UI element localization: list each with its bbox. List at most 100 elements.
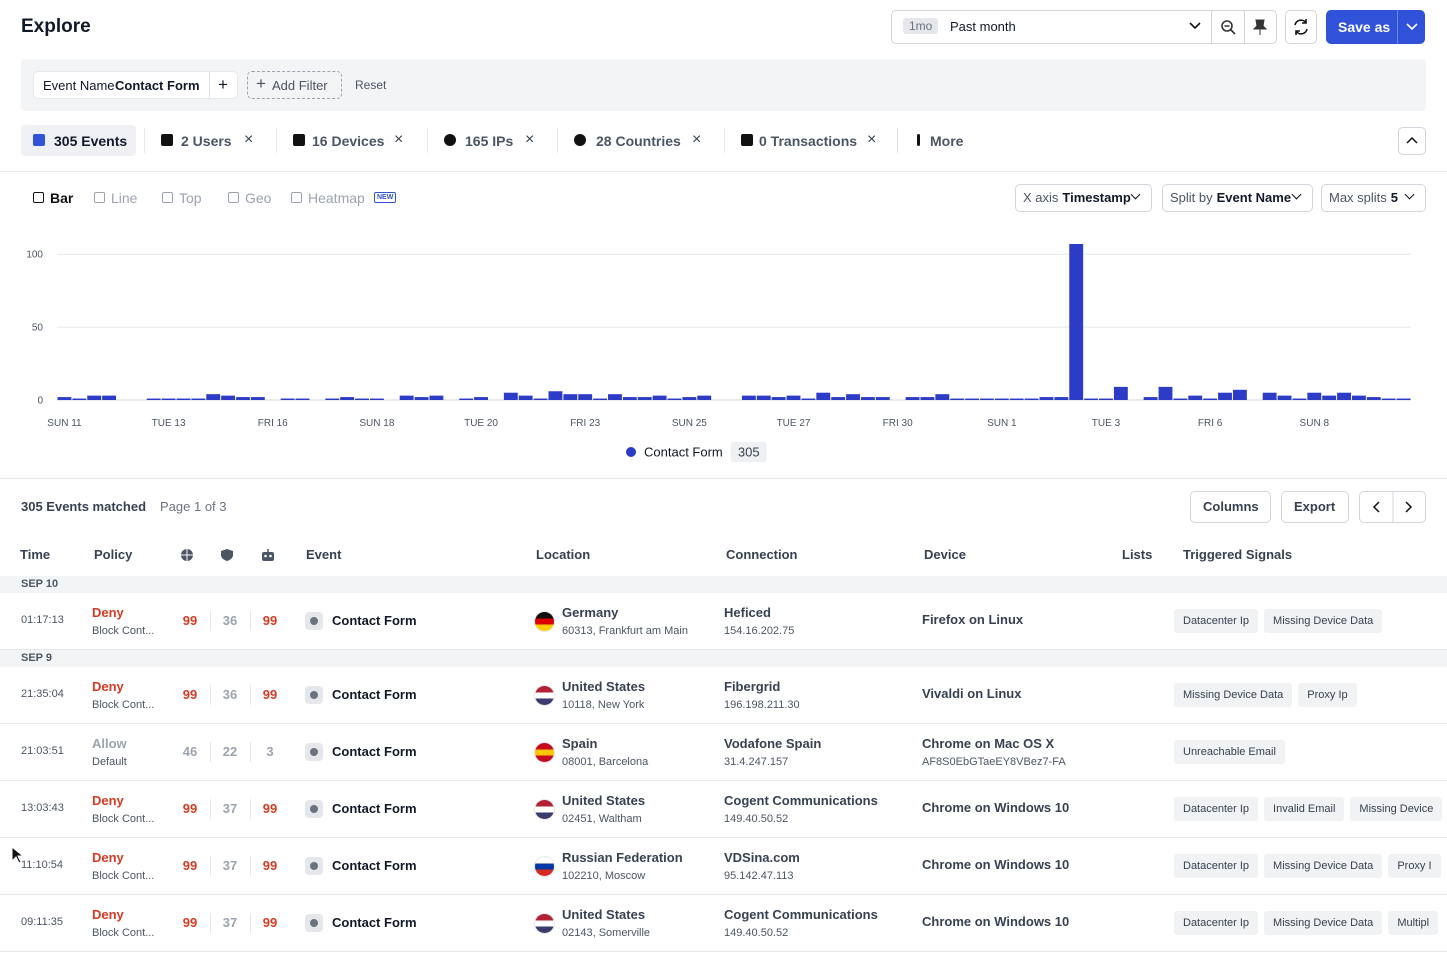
columns-button[interactable] — [1190, 491, 1271, 523]
bar — [786, 395, 801, 400]
bar — [1099, 398, 1113, 400]
tab-label[interactable]: More — [930, 133, 964, 149]
tab-close[interactable]: × — [867, 131, 877, 148]
bar — [935, 394, 950, 400]
bar — [236, 397, 250, 400]
score: 3 — [266, 744, 274, 759]
bar — [578, 394, 593, 400]
bar — [1396, 398, 1411, 400]
column-header: Time — [20, 547, 51, 562]
bar — [1262, 392, 1277, 400]
bar — [548, 391, 563, 400]
tab-label[interactable]: 0 Transactions — [759, 133, 858, 149]
add-value-icon[interactable]: + — [218, 75, 228, 94]
bar — [875, 397, 890, 400]
x-tick-label: SUN 25 — [672, 418, 707, 429]
row[interactable] — [0, 895, 1447, 952]
tab-label[interactable]: 28 Countries — [596, 133, 681, 149]
column-header: Device — [924, 547, 966, 562]
refresh-button[interactable] — [1285, 10, 1317, 44]
plus-icon: + — [256, 74, 266, 93]
control-dropdown[interactable] — [1321, 184, 1426, 212]
tab-close[interactable]: × — [394, 131, 404, 148]
row[interactable] — [0, 838, 1447, 895]
bar — [1039, 397, 1054, 400]
score-divider — [210, 685, 211, 705]
bar — [831, 397, 846, 400]
bar — [1218, 392, 1232, 400]
column-header: Lists — [1122, 547, 1153, 562]
date-group — [0, 650, 1447, 667]
row[interactable] — [0, 724, 1447, 781]
control-label: Split by — [1170, 190, 1213, 205]
mode-icon — [162, 192, 173, 203]
tab-close[interactable]: × — [244, 131, 254, 148]
tab-close[interactable]: × — [525, 131, 535, 148]
new-badge: NEW — [374, 192, 397, 203]
bar — [191, 398, 206, 400]
chevron-icon[interactable] — [1405, 22, 1419, 32]
bar — [1322, 395, 1337, 400]
mode-icon — [94, 192, 105, 203]
x-tick-label: TUE 3 — [1092, 418, 1121, 429]
event-icon-dot — [310, 862, 318, 870]
bar — [295, 398, 310, 400]
time: 11:10:54 — [21, 859, 64, 871]
tab-close[interactable]: × — [692, 131, 702, 148]
save-button[interactable] — [1326, 10, 1425, 44]
pin-icon[interactable] — [1253, 19, 1267, 35]
divider — [1244, 10, 1245, 44]
ip: 149.40.50.52 — [724, 813, 789, 825]
tab-label[interactable]: 2 Users — [181, 133, 232, 149]
connection: Heficed — [724, 605, 771, 620]
flag — [535, 914, 554, 933]
tab-label[interactable]: 16 Devices — [312, 133, 385, 149]
flag — [535, 800, 554, 819]
bar — [1351, 395, 1366, 400]
score: 99 — [262, 687, 278, 702]
time: 13:03:43 — [21, 802, 64, 814]
bar — [102, 395, 117, 400]
pager — [1359, 491, 1426, 523]
mode-label[interactable]: Line — [111, 190, 138, 206]
control-value: Event Name — [1216, 190, 1292, 205]
policy: Allow — [92, 736, 127, 751]
chart: 0 50 100 SUN 11 TUE 13 FRI 16 SUN 18 TUE 20 FRI … — [26, 244, 1411, 462]
row[interactable] — [0, 781, 1447, 838]
row[interactable] — [0, 593, 1447, 650]
signal-chip: Missing Device Data — [1264, 854, 1383, 878]
filter-chip[interactable] — [33, 71, 238, 99]
add-filter-button[interactable] — [247, 71, 342, 99]
match-summary: 305 Events matched — [21, 499, 147, 514]
score: 99 — [182, 613, 198, 628]
mode-label[interactable]: Bar — [50, 190, 74, 206]
tab-label[interactable]: 305 Events — [54, 133, 128, 149]
tab-icon — [33, 134, 45, 146]
zoom-out-icon[interactable] — [1220, 19, 1236, 35]
bar — [399, 395, 414, 400]
x-tick-label: FRI 16 — [258, 418, 288, 429]
ip: 154.16.202.75 — [724, 625, 795, 637]
mode-label[interactable]: Top — [179, 190, 202, 206]
score: 99 — [182, 858, 198, 873]
legend-count-bg — [730, 442, 767, 462]
bar — [1113, 386, 1128, 400]
divider — [0, 478, 1447, 479]
mode-label[interactable]: Heatmap — [308, 190, 365, 206]
tab-label[interactable]: 165 IPs — [465, 133, 514, 149]
score: 99 — [262, 915, 278, 930]
control-label: X axis — [1023, 190, 1059, 205]
collapse-button[interactable] — [1398, 127, 1426, 155]
mode-label[interactable]: Geo — [245, 190, 272, 206]
export-button[interactable] — [1281, 491, 1349, 523]
time-picker[interactable] — [891, 10, 1277, 44]
control-dropdown[interactable] — [1015, 184, 1152, 212]
policy-detail: Default — [92, 756, 127, 768]
x-tick-label: TUE 20 — [464, 418, 498, 429]
row[interactable] — [0, 667, 1447, 724]
reset-link[interactable]: Reset — [355, 78, 387, 92]
x-tick-label: FRI 6 — [1198, 418, 1223, 429]
score: 99 — [262, 801, 278, 816]
device: Vivaldi on Linux — [922, 686, 1022, 701]
control-dropdown[interactable] — [1162, 184, 1313, 212]
